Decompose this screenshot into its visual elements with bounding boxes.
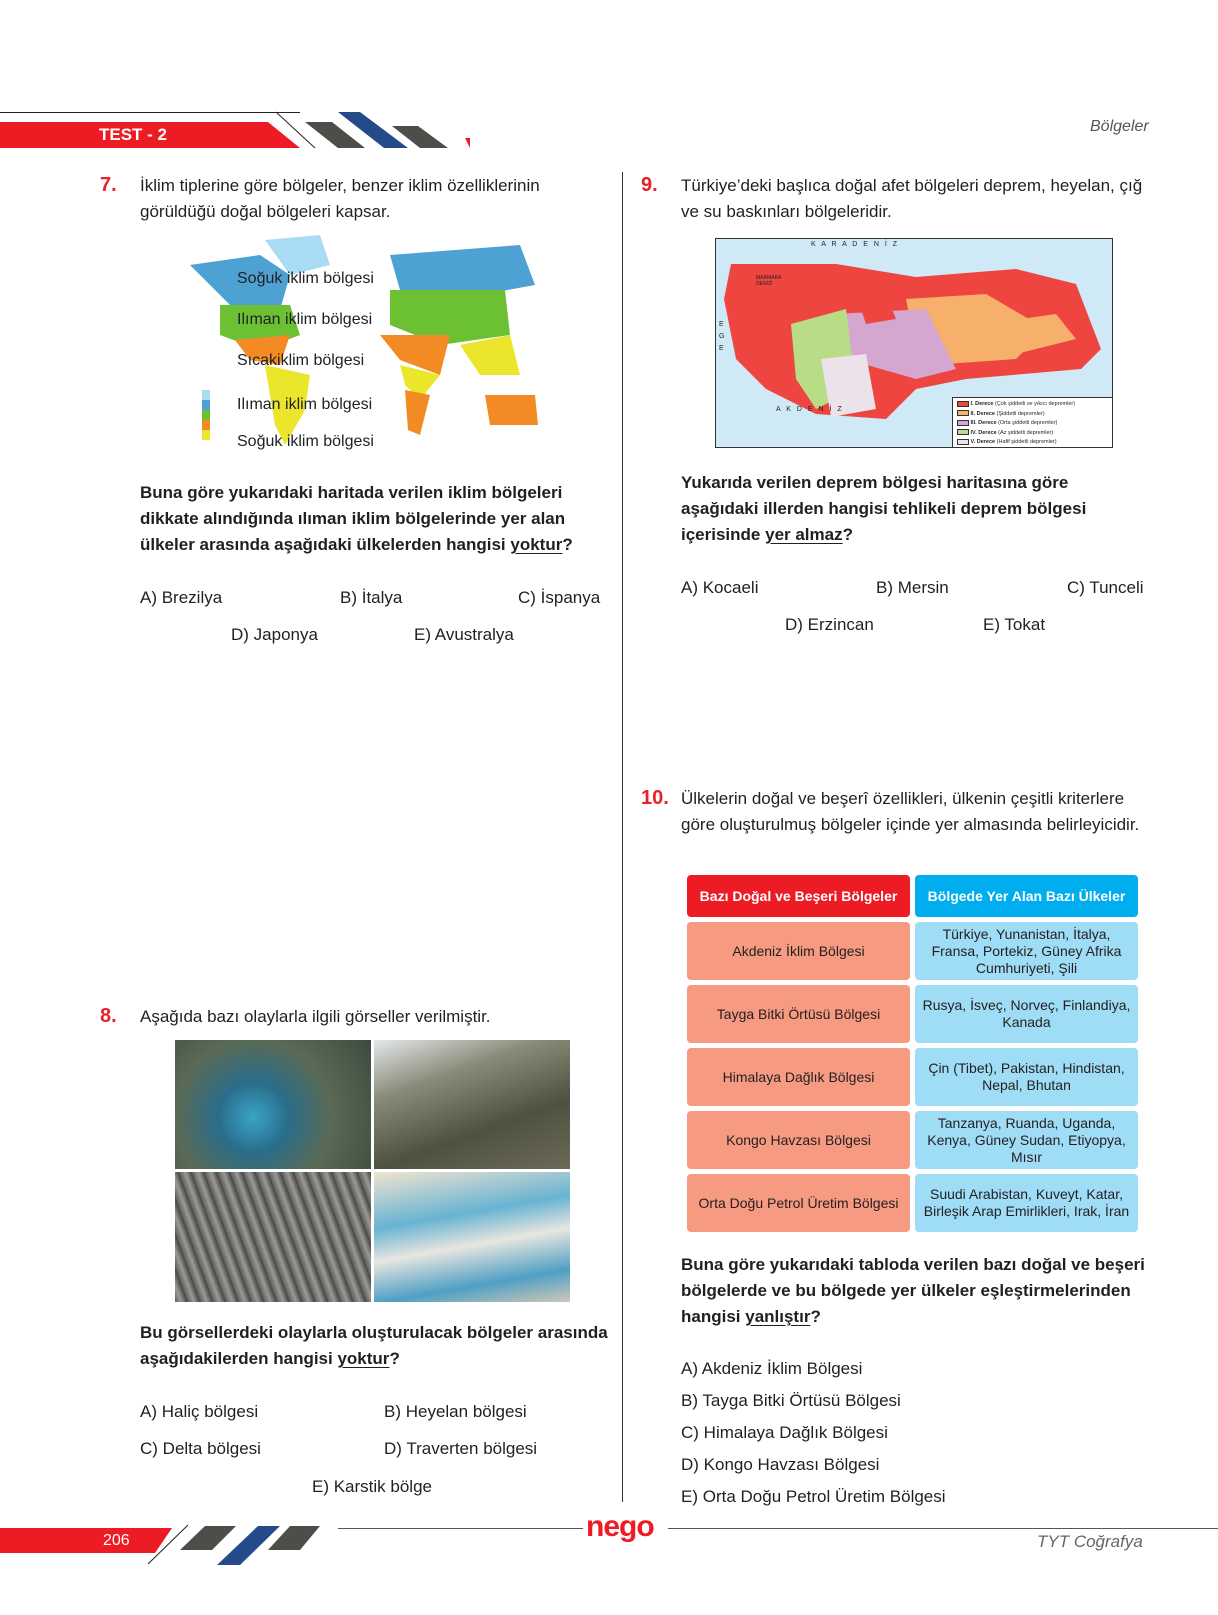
map-legend: I. Derece (Çok şiddetli ve yıkıcı deprem… — [952, 397, 1112, 447]
q8-photo-grid — [175, 1040, 570, 1302]
q7-option-a[interactable]: A) Brezilya — [140, 588, 223, 607]
karst-photo — [175, 1172, 371, 1302]
q8-question-end: ? — [389, 1349, 400, 1368]
world-climate-map: Soğuk iklim bölgesi Ilıman iklim bölgesi… — [180, 235, 575, 463]
map-label: Sıcakiklim bölgesi — [237, 352, 365, 369]
sea-label-north: K A R A D E N İ Z — [811, 241, 900, 248]
countries-cell: Çin (Tibet), Pakistan, Hindistan, Nepal,… — [915, 1048, 1138, 1106]
region-cell: Tayga Bitki Örtüsü Bölgesi — [687, 985, 910, 1043]
legend-item: II. Derece (Şiddetli depremler) — [957, 410, 1109, 420]
nego-logo: nego — [586, 1510, 655, 1543]
table-row: Himalaya Dağlık Bölgesi Çin (Tibet), Paki… — [687, 1048, 1138, 1106]
q10-question-end: ? — [810, 1307, 821, 1326]
q8-option-a[interactable]: A) Haliç bölgesi — [140, 1402, 259, 1421]
q7-text: İklim tiplerine göre bölgeler, benzer ik… — [140, 176, 540, 221]
q9-option-b[interactable]: B) Mersin — [876, 578, 949, 597]
footer-line-left — [338, 1528, 583, 1529]
q7-option-c[interactable]: C) İspanya — [518, 588, 601, 607]
q10-question-text: Buna göre yukarıdaki tabloda verilen baz… — [681, 1255, 1145, 1326]
q10-text: Ülkelerin doğal ve beşerî özellikleri, ü… — [681, 789, 1140, 834]
countries-cell: Rusya, İsveç, Norveç, Finlandiya, Kanada — [915, 985, 1138, 1043]
header-stripes — [0, 111, 470, 149]
q8-question-text: Bu görsellerdeki olaylarla oluşturulacak… — [140, 1323, 608, 1368]
table-row: Akdeniz İklim Bölgesi Türkiye, Yunanistan… — [687, 922, 1138, 980]
q7-question-emphasis: yoktur — [510, 535, 563, 554]
marmara-label: MARMARA DENİZİ — [756, 275, 782, 287]
q8-text: Aşağıda bazı olaylarla ilgili görseller … — [140, 1007, 491, 1026]
header-regions: Bazı Doğal ve Beşeri Bölgeler — [687, 875, 910, 917]
map-label: Ilıman iklim bölgesi — [237, 311, 373, 328]
q7-question: Buna göre yukarıdaki haritada verilen ik… — [140, 480, 608, 558]
legend-item: III. Derece (Orta şiddetli depremler) — [957, 419, 1109, 429]
q9-question: Yukarıda verilen deprem bölgesi haritası… — [681, 470, 1149, 548]
q8-option-b[interactable]: B) Heyelan bölgesi — [384, 1402, 527, 1421]
countries-cell: Tanzanya, Ruanda, Uganda, Kenya, Güney S… — [915, 1111, 1138, 1169]
map-label: Soğuk iklim bölgesi — [237, 433, 374, 450]
q9-number: 9. — [641, 174, 658, 196]
q9-question-emphasis: yer almaz — [765, 525, 843, 544]
q8-question-emphasis: yoktur — [337, 1349, 390, 1368]
q9-option-d[interactable]: D) Erzincan — [785, 615, 874, 634]
footer-stripes — [0, 1524, 320, 1565]
section-title: Bölgeler — [1090, 118, 1149, 135]
q7-number: 7. — [100, 174, 117, 196]
q10-option-b[interactable]: B) Tayga Bitki Örtüsü Bölgesi — [681, 1391, 901, 1410]
q10-option-d[interactable]: D) Kongo Havzası Bölgesi — [681, 1455, 880, 1474]
q7-question-end: ? — [562, 535, 573, 554]
column-divider — [622, 172, 623, 1502]
sea-label-south: A K D E N İ Z — [776, 406, 844, 413]
sea-label-west: E G E — [719, 321, 725, 352]
q7-question-text: Buna göre yukarıdaki haritada verilen ik… — [140, 483, 566, 554]
q10-question: Buna göre yukarıdaki tabloda verilen baz… — [681, 1252, 1149, 1330]
turkey-earthquake-map: K A R A D E N İ Z A K D E N İ Z E G E MA… — [715, 238, 1113, 448]
q10-number: 10. — [641, 787, 669, 809]
table-row: Orta Doğu Petrol Üretim Bölgesi Suudi Ara… — [687, 1174, 1138, 1232]
q8-number: 8. — [100, 1005, 117, 1027]
q9-question-text: Yukarıda verilen deprem bölgesi haritası… — [681, 473, 1087, 544]
countries-cell: Suudi Arabistan, Kuveyt, Katar, Birleşik… — [915, 1174, 1138, 1232]
q8-option-c[interactable]: C) Delta bölgesi — [140, 1439, 261, 1458]
q7-option-e[interactable]: E) Avustralya — [414, 625, 514, 644]
region-cell: Orta Doğu Petrol Üretim Bölgesi — [687, 1174, 910, 1232]
map-label: Soğuk iklim bölgesi — [237, 270, 374, 287]
region-cell: Kongo Havzası Bölgesi — [687, 1111, 910, 1169]
q9-question-end: ? — [842, 525, 853, 544]
q10-option-a[interactable]: A) Akdeniz İklim Bölgesi — [681, 1359, 863, 1378]
q9-option-c[interactable]: C) Tunceli — [1067, 578, 1144, 597]
q10-question-emphasis: yanlıştır — [745, 1307, 811, 1326]
table-row: Tayga Bitki Örtüsü Bölgesi Rusya, İsveç, … — [687, 985, 1138, 1043]
region-cell: Himalaya Dağlık Bölgesi — [687, 1048, 910, 1106]
legend-item: V. Derece (Hafif şiddetli depremler) — [957, 438, 1109, 447]
map-label: Ilıman iklim bölgesi — [237, 396, 373, 413]
q9-option-a[interactable]: A) Kocaeli — [681, 578, 759, 597]
travertine-photo — [374, 1172, 570, 1302]
q9-option-e[interactable]: E) Tokat — [983, 615, 1046, 634]
landslide-photo — [374, 1040, 570, 1169]
delta-photo — [175, 1040, 371, 1169]
q8-question: Bu görsellerdeki olaylarla oluşturulacak… — [140, 1320, 608, 1372]
table-header: Bazı Doğal ve Beşeri Bölgeler Bölgede Ye… — [687, 875, 1138, 917]
table-row: Kongo Havzası Bölgesi Tanzanya, Ruanda, U… — [687, 1111, 1138, 1169]
header-countries: Bölgede Yer Alan Bazı Ülkeler — [915, 875, 1138, 917]
region-cell: Akdeniz İklim Bölgesi — [687, 922, 910, 980]
test-label: TEST - 2 — [99, 125, 168, 144]
legend-item: IV. Derece (Az şiddetli depremler) — [957, 429, 1109, 439]
book-title: TYT Coğrafya — [1037, 1532, 1143, 1551]
q7-option-d[interactable]: D) Japonya — [231, 625, 318, 644]
q8-option-d[interactable]: D) Traverten bölgesi — [384, 1439, 538, 1458]
countries-cell: Türkiye, Yunanistan, İtalya, Fransa, Por… — [915, 922, 1138, 980]
q10-option-e[interactable]: E) Orta Doğu Petrol Üretim Bölgesi — [681, 1487, 946, 1506]
q8-option-e[interactable]: E) Karstik bölge — [312, 1477, 432, 1496]
q9-text: Türkiye’deki başlıca doğal afet bölgeler… — [681, 176, 1143, 221]
regions-table: Bazı Doğal ve Beşeri Bölgeler Bölgede Ye… — [682, 870, 1143, 1237]
q7-option-b[interactable]: B) İtalya — [340, 588, 403, 607]
page-number: 206 — [103, 1532, 130, 1549]
footer-line-right — [668, 1528, 1218, 1529]
legend-item: I. Derece (Çok şiddetli ve yıkıcı deprem… — [957, 400, 1109, 410]
q10-option-c[interactable]: C) Himalaya Dağlık Bölgesi — [681, 1423, 888, 1442]
